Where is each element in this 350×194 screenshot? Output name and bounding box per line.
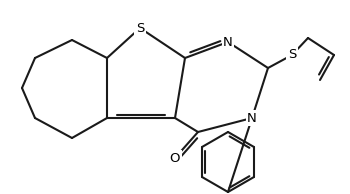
Text: S: S [136, 22, 144, 35]
Text: O: O [170, 152, 180, 165]
Text: N: N [223, 36, 233, 48]
Text: N: N [247, 112, 257, 125]
Text: S: S [288, 48, 296, 61]
